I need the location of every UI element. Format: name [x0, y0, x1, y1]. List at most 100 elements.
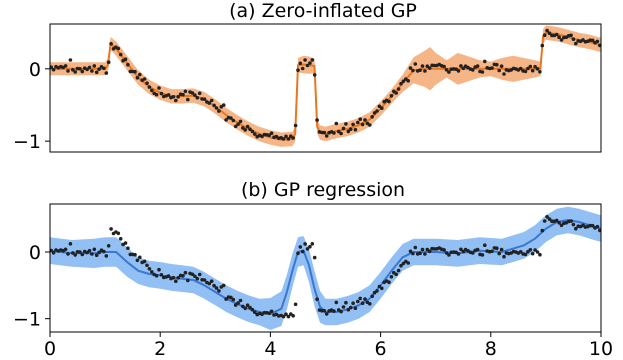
observation-point — [308, 61, 312, 65]
observation-point — [90, 252, 94, 256]
observation-point — [475, 64, 480, 68]
observation-point — [241, 304, 245, 309]
observation-point — [118, 52, 123, 57]
observation-point — [413, 62, 418, 66]
observation-point — [269, 131, 274, 135]
observation-point — [109, 42, 113, 46]
x-tick-label: 8 — [485, 338, 497, 360]
observation-point — [233, 303, 238, 307]
observation-point — [150, 270, 154, 274]
observation-point — [181, 92, 185, 97]
observation-point — [66, 252, 70, 256]
observation-point — [574, 226, 578, 231]
x-tick-label: 4 — [264, 338, 276, 360]
observation-point — [574, 41, 578, 46]
observation-point — [334, 300, 339, 305]
observation-point — [341, 305, 346, 309]
observation-point — [87, 65, 92, 70]
observation-point — [456, 69, 461, 73]
y-tick-label: −1 — [13, 131, 41, 153]
observation-point — [353, 306, 358, 311]
observation-point — [66, 69, 70, 73]
observation-point — [126, 246, 130, 250]
observation-point — [253, 132, 257, 136]
observation-point — [595, 39, 600, 44]
observation-point — [518, 250, 523, 254]
observation-point — [356, 120, 360, 125]
observation-points-layer — [49, 28, 602, 141]
observation-point — [97, 250, 101, 255]
observation-point — [190, 91, 195, 95]
observation-point — [533, 64, 537, 69]
observation-point — [341, 126, 346, 131]
observation-point — [480, 253, 485, 257]
observation-point — [360, 301, 365, 306]
observation-point — [154, 92, 159, 97]
observation-point — [159, 273, 164, 277]
observation-point — [193, 93, 197, 97]
observation-point — [353, 127, 358, 132]
observation-point — [334, 121, 339, 126]
observation-point — [375, 109, 379, 113]
observation-point — [348, 127, 353, 131]
observation-point — [315, 297, 319, 302]
observation-point — [346, 129, 351, 134]
observation-point — [51, 67, 56, 72]
observation-point — [104, 254, 109, 258]
observation-point — [399, 81, 403, 86]
observation-point — [197, 91, 202, 96]
observation-point — [186, 278, 190, 283]
observation-point — [315, 118, 319, 122]
observation-point — [322, 130, 327, 135]
observation-point — [221, 103, 226, 107]
observation-point — [332, 309, 336, 313]
observation-point — [106, 244, 111, 248]
observation-point — [344, 300, 348, 305]
observation-point — [217, 289, 221, 293]
observation-point — [212, 103, 216, 108]
uncertainty-band-layer — [50, 206, 601, 330]
observation-point — [406, 261, 411, 265]
observation-point — [68, 58, 73, 62]
observation-point — [571, 37, 576, 41]
observation-point — [183, 89, 188, 94]
observation-point — [176, 276, 180, 280]
observation-point — [396, 87, 401, 91]
observation-point — [281, 314, 286, 319]
observation-point — [413, 245, 418, 250]
observation-point — [420, 64, 425, 68]
observation-point — [207, 281, 212, 286]
observation-point — [286, 137, 291, 141]
observation-point — [157, 267, 161, 272]
observation-point — [73, 253, 77, 257]
observation-point — [174, 98, 178, 103]
observation-points-layer — [49, 215, 602, 319]
observation-point — [248, 305, 252, 310]
observation-point — [324, 312, 329, 316]
observation-point — [202, 97, 207, 101]
observation-point — [71, 68, 75, 72]
observation-point — [322, 309, 327, 313]
observation-point — [229, 295, 233, 300]
observation-point — [284, 134, 288, 139]
observation-point — [150, 88, 154, 93]
observation-point — [483, 59, 487, 64]
observation-point — [590, 223, 595, 228]
observation-point — [495, 62, 499, 67]
observation-point — [94, 70, 99, 75]
observation-point — [214, 106, 219, 110]
axes-frame — [49, 203, 602, 333]
observation-point — [250, 129, 255, 134]
uncertainty-band — [50, 25, 601, 147]
observation-point — [569, 219, 573, 223]
observation-point — [94, 253, 99, 257]
observation-point — [332, 131, 336, 135]
observation-point — [363, 297, 367, 301]
observation-point — [538, 70, 542, 74]
observation-point — [126, 62, 130, 67]
observation-point — [291, 314, 296, 318]
observation-point — [68, 242, 73, 246]
observation-point — [212, 283, 216, 288]
observation-point — [63, 247, 68, 252]
observation-point — [420, 247, 425, 252]
